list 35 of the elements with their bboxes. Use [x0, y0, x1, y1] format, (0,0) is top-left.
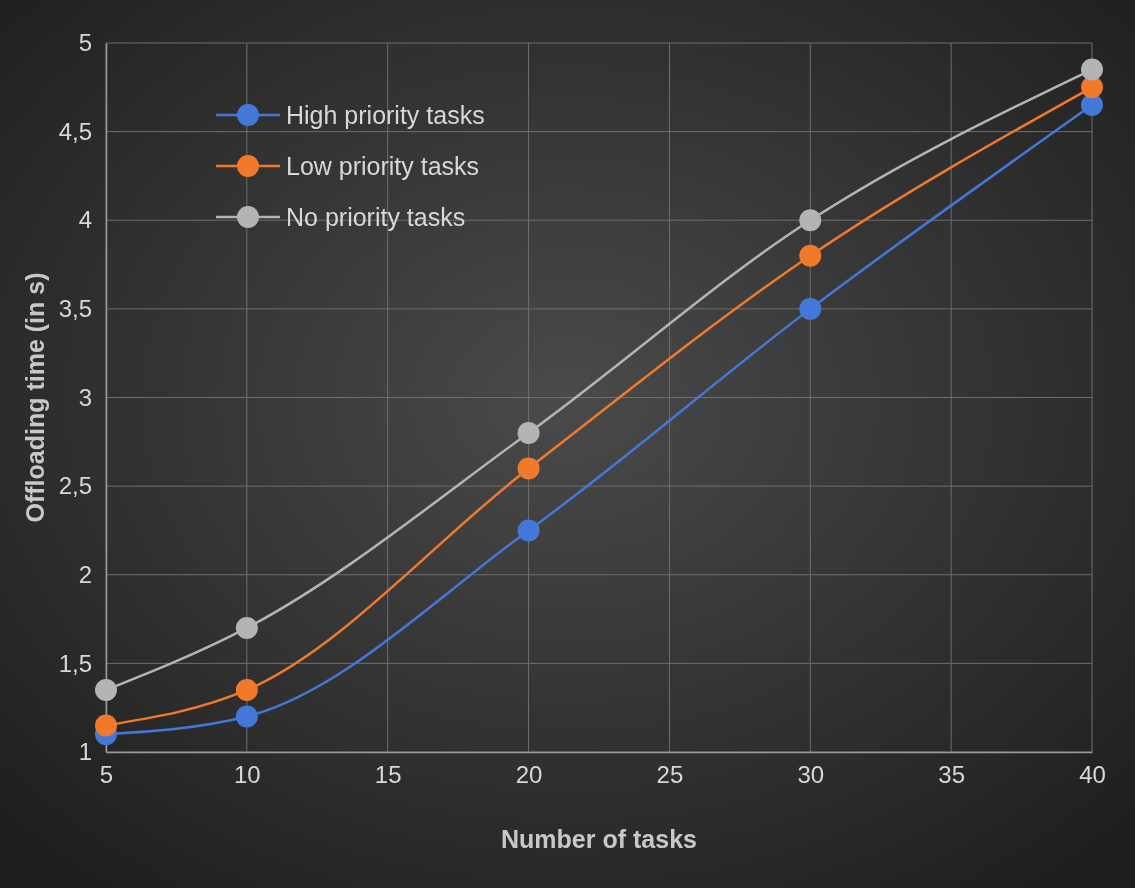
point [235, 678, 258, 701]
y-tick-label: 5 [78, 29, 92, 57]
x-tick-label: 35 [938, 761, 965, 789]
point [799, 209, 822, 232]
x-tick-label: 40 [1079, 761, 1106, 789]
point [799, 297, 822, 320]
point [799, 244, 822, 267]
x-tick-label: 5 [99, 761, 114, 789]
y-tick-label: 3,5 [58, 295, 92, 323]
y-tick-label: 1 [78, 738, 92, 766]
x-tick-label: 30 [797, 761, 825, 789]
point [1081, 58, 1103, 81]
point [517, 421, 540, 444]
legend-label: No priority tasks [286, 202, 466, 231]
y-tick-label: 4,5 [58, 117, 92, 145]
point [517, 457, 540, 480]
y-tick-label: 2,5 [58, 472, 92, 500]
point [517, 519, 540, 542]
y-tick-label: 2 [78, 560, 92, 588]
x-tick-label: 15 [374, 761, 402, 789]
point [95, 678, 117, 701]
legend-label: High priority tasks [286, 100, 485, 129]
y-tick-label: 1,5 [58, 649, 92, 677]
point [235, 705, 258, 728]
x-tick-label: 25 [656, 761, 684, 789]
y-tick-label: 4 [78, 206, 92, 234]
legend-label: Low priority tasks [286, 151, 480, 180]
y-axis-title: Offloading time (in s) [21, 272, 49, 523]
x-tick-label: 20 [515, 761, 543, 789]
y-tick-label: 3 [78, 383, 92, 411]
x-axis-title: Number of tasks [501, 825, 697, 853]
point [1081, 94, 1103, 117]
point [95, 714, 117, 737]
point [235, 616, 258, 639]
x-tick-label: 10 [234, 761, 261, 789]
